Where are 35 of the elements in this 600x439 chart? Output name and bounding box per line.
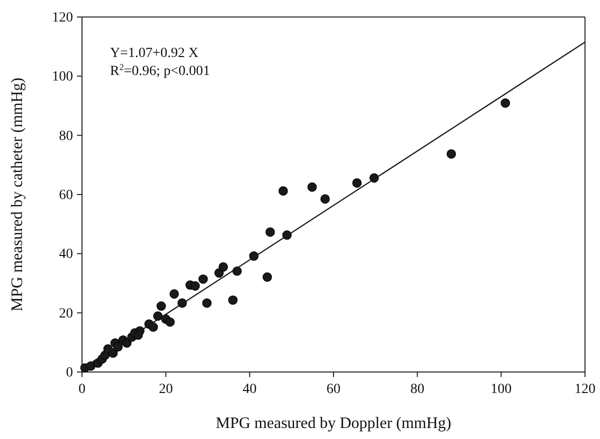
point bbox=[278, 186, 288, 196]
x-tick-label: 40 bbox=[242, 382, 257, 397]
x-tick-label: 100 bbox=[490, 382, 512, 397]
x-tick-label: 120 bbox=[574, 382, 596, 397]
point bbox=[165, 317, 175, 327]
point bbox=[170, 289, 179, 299]
y-tick-label: 60 bbox=[59, 188, 73, 203]
x-tick-label: 80 bbox=[410, 382, 424, 397]
y-tick-label: 40 bbox=[59, 247, 73, 262]
y-tick-label: 0 bbox=[66, 365, 73, 380]
point bbox=[266, 227, 275, 237]
point bbox=[307, 182, 317, 192]
y-tick-label: 80 bbox=[59, 128, 73, 144]
point bbox=[446, 149, 456, 159]
point bbox=[202, 298, 212, 308]
annotation: Y=1.07+0.92 X bbox=[110, 46, 199, 61]
x-tick-label: 60 bbox=[326, 382, 340, 397]
x-axis-title: MPG measured by Doppler (mmHg) bbox=[216, 415, 452, 432]
x-tick-label: 20 bbox=[158, 382, 173, 397]
x-tick-label: 0 bbox=[78, 382, 86, 397]
point bbox=[156, 301, 166, 311]
annotation: R$^{2}$=0.96; p<0.001 bbox=[110, 62, 210, 79]
point bbox=[352, 178, 362, 188]
y-tick-label: 100 bbox=[52, 70, 73, 85]
point bbox=[190, 281, 200, 291]
point bbox=[228, 295, 238, 305]
y-tick-label: 20 bbox=[59, 306, 73, 322]
point bbox=[198, 274, 208, 284]
point bbox=[262, 272, 272, 282]
y-tick-label: 120 bbox=[52, 10, 73, 26]
point bbox=[218, 262, 228, 272]
y-axis-title: MPG measured by catheter (mmHg) bbox=[9, 78, 26, 312]
point bbox=[148, 322, 158, 332]
point bbox=[500, 98, 510, 108]
point bbox=[320, 194, 330, 204]
